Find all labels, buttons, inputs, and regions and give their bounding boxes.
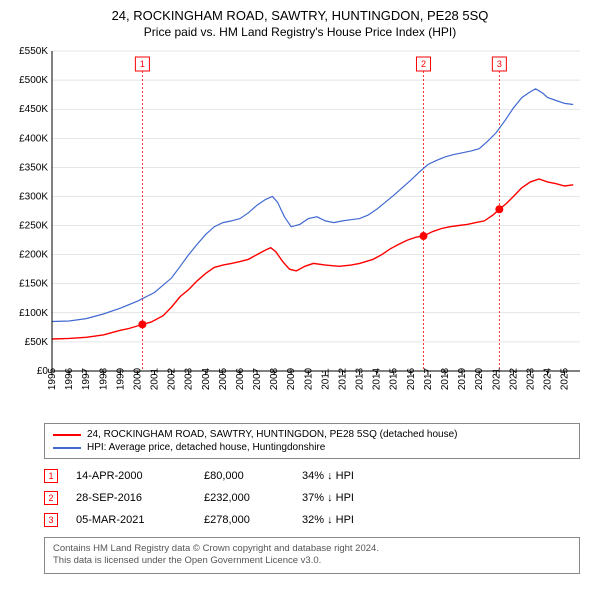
svg-text:2023: 2023 — [525, 367, 536, 390]
svg-text:2025: 2025 — [560, 367, 571, 390]
svg-text:2001: 2001 — [150, 367, 161, 390]
sale-events: 1 14-APR-2000 £80,000 34% ↓ HPI 2 28-SEP-2016… — [44, 465, 580, 531]
svg-text:£350K: £350K — [19, 162, 48, 173]
svg-text:2015: 2015 — [389, 367, 400, 390]
svg-text:£250K: £250K — [19, 221, 48, 232]
svg-text:£50K: £50K — [25, 337, 49, 348]
chart-plot: £0£50K£100K£150K£200K£250K£300K£350K£400… — [8, 47, 588, 417]
event-marker-number: 1 — [44, 469, 58, 483]
attribution-footer: Contains HM Land Registry data © Crown c… — [44, 537, 580, 574]
svg-text:2013: 2013 — [355, 367, 366, 390]
svg-text:2008: 2008 — [269, 367, 280, 390]
svg-text:£550K: £550K — [19, 47, 48, 57]
svg-text:2006: 2006 — [235, 367, 246, 390]
legend-row: 24, ROCKINGHAM ROAD, SAWTRY, HUNTINGDON,… — [53, 428, 571, 441]
svg-text:2021: 2021 — [491, 367, 502, 390]
legend-swatch — [53, 447, 81, 449]
event-hpi-diff: 32% ↓ HPI — [302, 514, 580, 526]
svg-text:2009: 2009 — [286, 367, 297, 390]
svg-text:1996: 1996 — [64, 367, 75, 390]
legend: 24, ROCKINGHAM ROAD, SAWTRY, HUNTINGDON,… — [44, 423, 580, 459]
event-price: £278,000 — [204, 514, 284, 526]
legend-row: HPI: Average price, detached house, Hunt… — [53, 441, 571, 454]
svg-text:1: 1 — [140, 59, 145, 69]
event-date: 05-MAR-2021 — [76, 514, 186, 526]
event-row: 1 14-APR-2000 £80,000 34% ↓ HPI — [44, 465, 580, 487]
footer-line-2: This data is licensed under the Open Gov… — [53, 555, 571, 567]
event-date: 28-SEP-2016 — [76, 492, 186, 504]
svg-text:1999: 1999 — [115, 367, 126, 390]
svg-text:2002: 2002 — [167, 367, 178, 390]
svg-text:£300K: £300K — [19, 191, 48, 202]
event-price: £232,000 — [204, 492, 284, 504]
svg-text:2005: 2005 — [218, 367, 229, 390]
svg-text:2024: 2024 — [543, 367, 554, 390]
svg-text:1997: 1997 — [81, 367, 92, 390]
svg-text:2010: 2010 — [303, 367, 314, 390]
svg-text:1998: 1998 — [98, 367, 109, 390]
svg-text:2016: 2016 — [406, 367, 417, 390]
event-marker-number: 2 — [44, 491, 58, 505]
svg-text:2012: 2012 — [337, 367, 348, 390]
event-hpi-diff: 34% ↓ HPI — [302, 470, 580, 482]
svg-text:£450K: £450K — [19, 104, 48, 115]
svg-text:2020: 2020 — [474, 367, 485, 390]
legend-label: 24, ROCKINGHAM ROAD, SAWTRY, HUNTINGDON,… — [87, 429, 457, 440]
svg-text:£100K: £100K — [19, 308, 48, 319]
legend-swatch — [53, 434, 81, 436]
svg-text:2017: 2017 — [423, 367, 434, 390]
legend-label: HPI: Average price, detached house, Hunt… — [87, 442, 325, 453]
svg-text:£400K: £400K — [19, 133, 48, 144]
svg-text:2011: 2011 — [320, 368, 331, 390]
footer-line-1: Contains HM Land Registry data © Crown c… — [53, 543, 571, 555]
svg-text:3: 3 — [497, 59, 502, 69]
event-date: 14-APR-2000 — [76, 470, 186, 482]
svg-text:1995: 1995 — [47, 367, 58, 390]
event-marker-number: 3 — [44, 513, 58, 527]
svg-text:2: 2 — [421, 59, 426, 69]
event-hpi-diff: 37% ↓ HPI — [302, 492, 580, 504]
chart-subtitle: Price paid vs. HM Land Registry's House … — [0, 25, 600, 39]
svg-text:2018: 2018 — [440, 367, 451, 390]
svg-text:2003: 2003 — [184, 367, 195, 390]
chart-header: 24, ROCKINGHAM ROAD, SAWTRY, HUNTINGDON,… — [0, 0, 600, 43]
svg-text:2019: 2019 — [457, 367, 468, 390]
svg-text:2004: 2004 — [201, 367, 212, 390]
chart-svg: £0£50K£100K£150K£200K£250K£300K£350K£400… — [8, 47, 588, 417]
svg-text:2007: 2007 — [252, 367, 263, 390]
svg-text:2014: 2014 — [372, 367, 383, 390]
event-row: 2 28-SEP-2016 £232,000 37% ↓ HPI — [44, 487, 580, 509]
svg-text:2022: 2022 — [508, 367, 519, 390]
svg-text:£150K: £150K — [19, 279, 48, 290]
chart-title: 24, ROCKINGHAM ROAD, SAWTRY, HUNTINGDON,… — [0, 8, 600, 23]
event-price: £80,000 — [204, 470, 284, 482]
svg-text:£500K: £500K — [19, 75, 48, 86]
svg-text:£200K: £200K — [19, 250, 48, 261]
event-row: 3 05-MAR-2021 £278,000 32% ↓ HPI — [44, 509, 580, 531]
svg-text:2000: 2000 — [132, 367, 143, 390]
